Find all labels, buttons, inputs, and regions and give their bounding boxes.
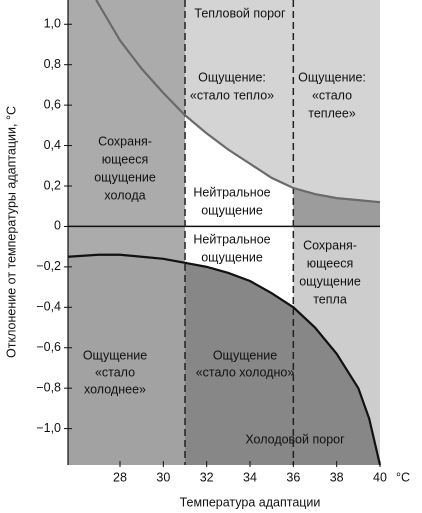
annotation: Ощущение (213, 348, 277, 362)
regions (68, 0, 380, 465)
y-tick-label: 0,4 (44, 138, 61, 152)
annotation: «стало (312, 88, 352, 102)
annotation: Сохраня- (303, 238, 357, 252)
annotation: ощущение (201, 250, 263, 264)
y-tick-label: −0,8 (36, 380, 61, 394)
annotation: Ощущение (83, 348, 147, 362)
annotation: Сохраня- (98, 134, 152, 148)
annotation: «стало (95, 365, 135, 379)
annotation: ощущение (299, 274, 361, 288)
region (185, 0, 380, 203)
x-tick-label: 30 (156, 470, 170, 484)
annotation: тепла (313, 292, 347, 306)
region (293, 188, 380, 227)
x-unit: °C (396, 470, 410, 484)
series-label: Холодовой порог (245, 432, 345, 446)
annotation: теплее» (308, 106, 356, 120)
y-tick-label: 1,0 (44, 17, 61, 31)
x-tick-label: 28 (113, 470, 127, 484)
x-axis-label: Температура адаптации (180, 495, 321, 509)
x-tick-label: 40 (373, 470, 387, 484)
annotation: Ощущение: (298, 70, 366, 84)
y-tick-label: −1,0 (36, 421, 61, 435)
y-tick-label: 0 (54, 219, 61, 233)
annotation: Нейтральное (193, 232, 270, 246)
annotation: ющееся (102, 152, 148, 166)
region (185, 262, 380, 465)
annotation: ющееся (307, 256, 353, 270)
series-label: Тепловой порог (194, 6, 286, 20)
threshold-curve (95, 0, 381, 204)
y-tick-label: −0,2 (36, 259, 61, 273)
region (68, 254, 185, 465)
annotation: Нейтральное (193, 185, 270, 199)
threshold-curve (67, 253, 382, 466)
annotation: Ощущение: (198, 70, 266, 84)
x-tick-label: 34 (243, 470, 257, 484)
x-tick-label: 36 (286, 470, 300, 484)
y-tick-label: −0,6 (36, 340, 61, 354)
x-tick-label: 38 (330, 470, 344, 484)
annotation: ощущение (201, 203, 263, 217)
annotations: Ощущение: «стало тепло» Ощущение: «стало… (83, 6, 366, 446)
annotation: холоднее» (84, 382, 146, 396)
marks (64, 0, 382, 467)
y-axis-label: Отклонение от температуры адаптации, °С (4, 106, 18, 358)
annotation: холода (104, 188, 145, 202)
annotation: «стало тепло» (190, 88, 274, 102)
y-tick-label: 0,8 (44, 57, 61, 71)
annotation: ощущение (94, 170, 156, 184)
annotation: «стало холодно» (196, 365, 295, 379)
y-tick-label: 0,6 (44, 97, 61, 111)
y-tick-label: 0,2 (44, 178, 61, 192)
y-tick-label: −0,4 (36, 300, 61, 314)
x-tick-label: 32 (200, 470, 214, 484)
